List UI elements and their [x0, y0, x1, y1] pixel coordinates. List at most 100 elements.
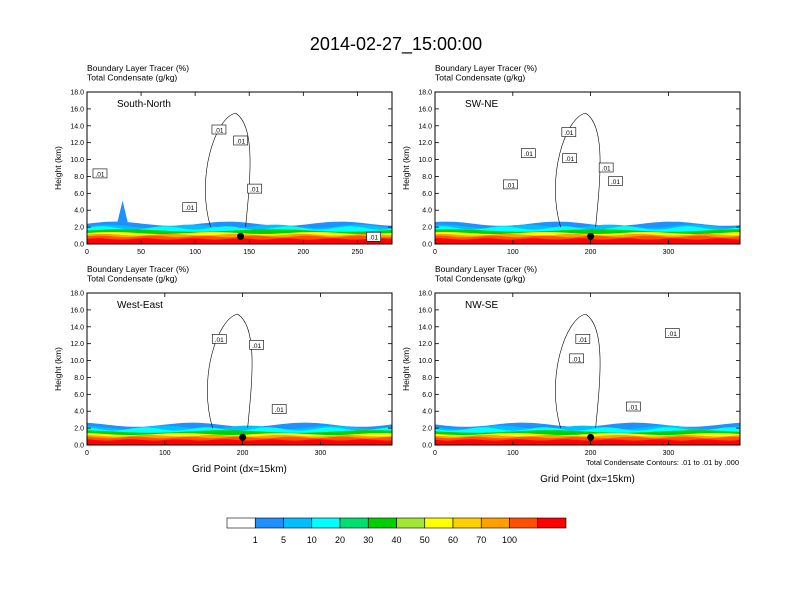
contour-label-box	[521, 148, 536, 158]
y-tick-label: 12.0	[70, 140, 84, 147]
colorbar: 1 5 10 20 30 40 50 60 70 100	[226, 517, 567, 545]
y-tick-label: 4.0	[422, 208, 432, 215]
contour-label-box	[249, 340, 264, 350]
condensate-contour	[555, 112, 601, 228]
colorbar-label: 60	[448, 535, 458, 545]
panel-south-north: Boundary Layer Tracer (%)Total Condensat…	[53, 63, 393, 256]
colorbar-label: 50	[420, 535, 430, 545]
colorbar-label: 100	[502, 535, 517, 545]
tracer-band-100	[435, 238, 740, 244]
x-tick-label: 200	[585, 249, 597, 256]
y-tick-label: 6.0	[422, 392, 432, 399]
contour-label-box	[247, 183, 262, 194]
y-tick-label: 10.0	[70, 358, 84, 365]
y-tick-label: 12.0	[70, 341, 84, 348]
x-tick-label: 300	[315, 450, 327, 457]
x-tick-label: 200	[585, 450, 597, 457]
x-tick-label: 0	[433, 249, 437, 256]
y-tick-label: 4.0	[74, 409, 84, 416]
y-tick-label: 14.0	[418, 123, 432, 130]
panel-sw-ne: Boundary Layer Tracer (%)Total Condensat…	[401, 63, 741, 256]
contour-label-box	[626, 401, 641, 412]
contour-label-box	[569, 353, 584, 364]
panel-subtitle: Total Condensate (g/kg)	[435, 73, 525, 83]
location-marker	[239, 433, 247, 441]
y-tick-label: 2.0	[422, 225, 432, 232]
x-tick-label: 250	[352, 249, 364, 256]
x-axis-label: Grid Point (dx=15km)	[540, 474, 635, 485]
y-tick-label: 14.0	[70, 123, 84, 130]
contour-label-box	[211, 334, 227, 344]
panel-subtitle: Boundary Layer Tracer (%)	[87, 264, 189, 274]
y-tick-label: 8.0	[422, 174, 432, 181]
contour-label: .01	[629, 405, 638, 412]
tracer-band-100	[87, 238, 392, 244]
x-tick-label: 300	[663, 249, 675, 256]
contour-label-box	[503, 179, 518, 190]
y-tick-label: 18.0	[70, 90, 84, 97]
contour-label: .01	[668, 331, 677, 338]
y-axis-label: Height (km)	[401, 347, 411, 391]
direction-label: NW-SE	[465, 300, 498, 311]
panel-frame	[86, 292, 393, 446]
x-tick-label: 50	[137, 249, 145, 256]
contour-label: .01	[572, 356, 581, 363]
contour-label-box	[598, 162, 614, 173]
contour-label: .01	[506, 182, 515, 189]
contour-label-box	[366, 231, 381, 242]
colorbar-swatch	[254, 517, 284, 529]
x-tick-label: 200	[237, 450, 249, 457]
contour-label-box	[92, 168, 108, 179]
main-title: 2014-02-27_15:00:00	[310, 34, 482, 55]
y-tick-label: 16.0	[70, 106, 84, 113]
colorbar-label: 40	[391, 535, 401, 545]
y-tick-label: 16.0	[418, 307, 432, 314]
y-tick-label: 8.0	[422, 375, 432, 382]
y-tick-label: 12.0	[418, 140, 432, 147]
y-tick-label: 6.0	[422, 191, 432, 198]
panel-subtitle: Total Condensate (g/kg)	[87, 73, 177, 83]
y-tick-label: 10.0	[418, 157, 432, 164]
y-tick-label: 16.0	[418, 106, 432, 113]
direction-label: SW-NE	[465, 99, 498, 110]
tracer-band-100	[435, 439, 740, 445]
y-tick-label: 16.0	[70, 307, 84, 314]
y-tick-label: 8.0	[74, 174, 84, 181]
contour-label: .01	[611, 179, 620, 186]
x-tick-label: 100	[189, 249, 201, 256]
colorbar-swatch	[367, 517, 397, 529]
y-tick-label: 14.0	[418, 324, 432, 331]
y-tick-label: 6.0	[74, 191, 84, 198]
contour-label-box	[182, 202, 198, 212]
x-tick-label: 0	[85, 249, 89, 256]
location-marker	[587, 433, 595, 441]
panel-west-east: Boundary Layer Tracer (%)Total Condensat…	[53, 264, 393, 475]
contour-label-box	[575, 334, 591, 344]
panel-frame	[434, 292, 741, 446]
y-tick-label: 0.0	[422, 242, 432, 249]
y-axis-label: Height (km)	[53, 347, 63, 391]
colorbar-swatch	[226, 517, 256, 529]
panel-subtitle: Total Condensate (g/kg)	[435, 274, 525, 284]
colorbar-swatch	[537, 517, 567, 529]
panel-nw-se: Boundary Layer Tracer (%)Total Condensat…	[401, 264, 741, 485]
location-marker	[237, 232, 245, 240]
contour-label: .01	[185, 205, 194, 212]
contour-label: .01	[236, 138, 245, 145]
y-tick-label: 18.0	[70, 291, 84, 298]
contour-label: .01	[565, 156, 574, 163]
colorbar-swatch	[424, 517, 454, 529]
y-tick-label: 8.0	[74, 375, 84, 382]
colorbar-swatch	[283, 517, 313, 529]
x-tick-label: 150	[243, 249, 255, 256]
y-tick-label: 2.0	[74, 426, 84, 433]
contour-label-box	[665, 328, 680, 338]
y-axis-label: Height (km)	[53, 146, 63, 190]
contour-label-box	[271, 404, 287, 414]
contour-label: .01	[275, 407, 284, 414]
x-tick-label: 200	[297, 249, 309, 256]
tracer-shading	[435, 221, 740, 244]
y-tick-label: 4.0	[74, 208, 84, 215]
colorbar-label: 70	[476, 535, 486, 545]
